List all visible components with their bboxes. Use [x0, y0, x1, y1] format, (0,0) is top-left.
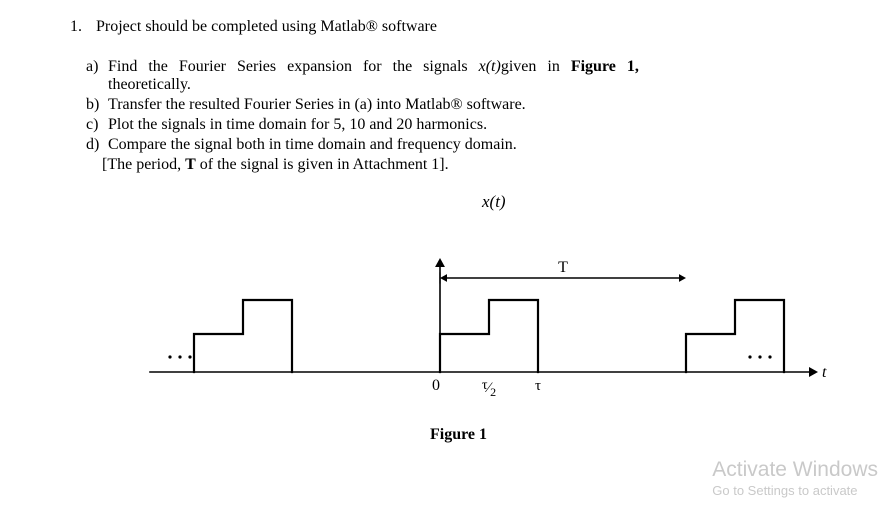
subitem-a-fig: Figure 1, — [571, 58, 639, 75]
subitem-b: b) Transfer the resulted Fourier Series … — [86, 96, 856, 114]
svg-text:T: T — [558, 259, 568, 276]
figure-container: x(t) t 0 τ τ⁄2 T Figure 1 — [70, 194, 856, 464]
subitem-a-line1: Find the Fourier Series expansion for th… — [108, 58, 479, 75]
xt-label: x(t) — [482, 192, 506, 212]
subitems-container: a) Find the Fourier Series expansion for… — [86, 58, 856, 174]
svg-text:0: 0 — [432, 377, 440, 394]
watermark-sub: Go to Settings to activate — [712, 483, 878, 500]
windows-watermark: Activate Windows Go to Settings to activ… — [712, 456, 878, 500]
figure-svg: t 0 τ τ⁄2 T — [110, 212, 830, 422]
watermark-title: Activate Windows — [712, 456, 878, 483]
note: [The period, T of the signal is given in… — [102, 156, 856, 174]
note-post: of the signal is given in Attachment 1]. — [196, 156, 449, 173]
subitem-b-label: b) — [86, 96, 108, 114]
subitem-c-label: c) — [86, 116, 108, 134]
question-main: Project should be completed using Matlab… — [96, 18, 856, 36]
subitem-a-text: Find the Fourier Series expansion for th… — [108, 58, 856, 94]
subitem-c-text: Plot the signals in time domain for 5, 1… — [108, 116, 856, 134]
question-number: 1. — [70, 18, 82, 36]
subitem-d-text: Compare the signal both in time domain a… — [108, 136, 856, 154]
svg-text:τ: τ — [535, 378, 541, 394]
note-pre: [The period, — [102, 156, 185, 173]
subitem-a-xt: x(t) — [479, 58, 501, 75]
svg-text:τ⁄2: τ⁄2 — [482, 378, 496, 399]
subitem-d-label: d) — [86, 136, 108, 154]
subitem-a-line2: theoretically. — [108, 76, 191, 93]
subitem-a-line1b: given in — [501, 58, 571, 75]
figure-title: Figure 1 — [430, 426, 487, 444]
subitem-a: a) Find the Fourier Series expansion for… — [86, 58, 856, 94]
note-bold: T — [185, 156, 196, 173]
subitem-a-label: a) — [86, 58, 108, 94]
subitem-d: d) Compare the signal both in time domai… — [86, 136, 856, 154]
subitem-b-text: Transfer the resulted Fourier Series in … — [108, 96, 856, 114]
svg-text:t: t — [822, 364, 827, 381]
subitem-c: c) Plot the signals in time domain for 5… — [86, 116, 856, 134]
